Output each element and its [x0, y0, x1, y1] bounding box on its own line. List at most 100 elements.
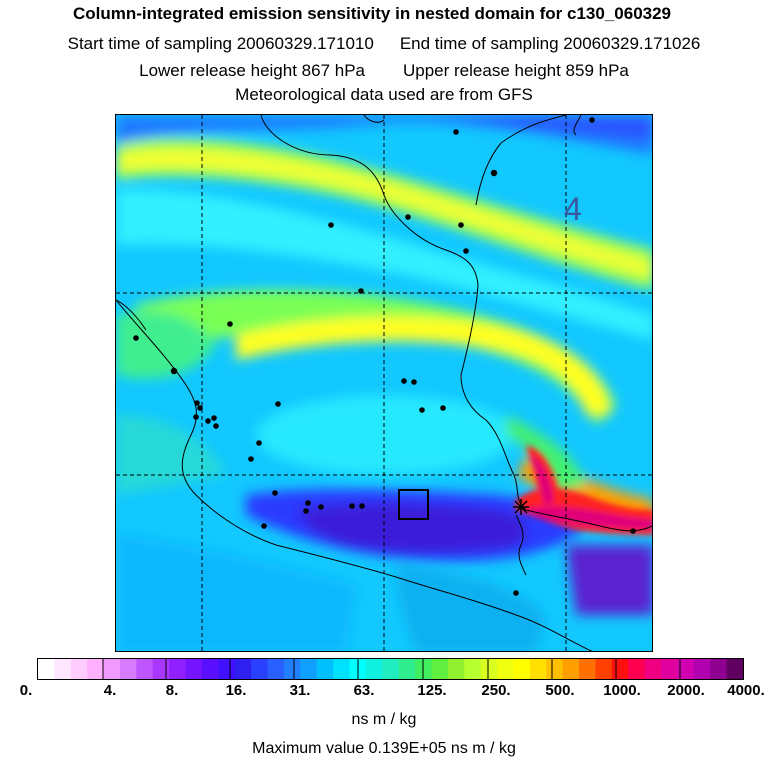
legend-swatch	[677, 659, 695, 679]
map-canvas: 4	[116, 115, 652, 651]
legend-swatch	[218, 659, 236, 679]
city-dot	[358, 288, 364, 294]
field-bands	[116, 115, 652, 651]
city-dot	[248, 456, 254, 462]
city-dot	[256, 440, 262, 446]
legend-swatch	[283, 659, 301, 679]
start-time-label: Start time of sampling 20060329.171010	[67, 34, 374, 53]
legend-swatch	[267, 659, 285, 679]
legend-colorbar	[37, 658, 744, 680]
met-data-label: Meteorological data used are from GFS	[235, 85, 533, 104]
source-marker	[513, 499, 529, 515]
legend-swatch	[103, 659, 121, 679]
legend-swatch	[628, 659, 646, 679]
city-dot	[211, 415, 217, 421]
city-dot	[205, 418, 211, 424]
maximum-value-label: Maximum value 0.139E+05 ns m / kg	[252, 740, 516, 757]
city-dot	[197, 405, 203, 411]
legend-colorbar-svg	[38, 659, 743, 679]
city-dot	[261, 523, 267, 529]
legend-tick-label: 1000.	[603, 682, 641, 699]
city-dot	[275, 401, 281, 407]
city-dot	[453, 129, 459, 135]
city-dot	[194, 400, 200, 406]
legend-swatch	[382, 659, 400, 679]
city-dot	[303, 508, 309, 514]
legend-swatch	[316, 659, 334, 679]
city-dot	[227, 321, 233, 327]
legend-swatch	[398, 659, 416, 679]
source-plume	[516, 445, 652, 535]
legend-swatch	[365, 659, 383, 679]
city-dot	[490, 169, 498, 177]
legend-tick-label: 4000.	[727, 682, 765, 699]
legend-swatch	[54, 659, 72, 679]
city-dot	[318, 504, 324, 510]
city-dot	[359, 503, 365, 509]
city-dot	[213, 423, 219, 429]
legend-swatch	[234, 659, 252, 679]
city-dot	[349, 503, 355, 509]
coastlines	[116, 115, 652, 651]
legend-swatch	[300, 659, 318, 679]
legend-tick-label: 31.	[289, 682, 311, 699]
legend-swatch	[513, 659, 531, 679]
legend-swatch	[644, 659, 662, 679]
legend-swatch	[480, 659, 498, 679]
legend-swatch	[726, 659, 743, 679]
legend-swatch	[579, 659, 597, 679]
sampling-times: Start time of sampling 20060329.171010 En…	[0, 34, 768, 54]
release-heights: Lower release height 867 hPa Upper releas…	[0, 61, 768, 81]
city-dot	[305, 500, 311, 506]
legend-swatch	[201, 659, 219, 679]
legend-tick-labels: 0. 4. 8. 16. 31. 63. 125. 250. 500. 1000. 2000. 400…	[0, 682, 768, 702]
legend-swatch	[415, 659, 433, 679]
legend-swatch	[710, 659, 728, 679]
legend-swatch	[529, 659, 547, 679]
legend-swatch	[431, 659, 449, 679]
legend-tick-label: 500.	[545, 682, 575, 699]
legend-swatch	[595, 659, 613, 679]
legend-swatch	[169, 659, 187, 679]
legend-swatch	[38, 659, 55, 679]
legend-tick-label: 125.	[417, 682, 447, 699]
legend-tick-label: 8.	[165, 682, 179, 699]
city-dot	[513, 590, 519, 596]
legend-swatch	[611, 659, 629, 679]
legend-swatch	[497, 659, 515, 679]
sensitivity-map: 4	[115, 114, 653, 652]
legend-swatch	[251, 659, 269, 679]
legend-unit: ns m / kg	[351, 711, 417, 728]
city-dot	[419, 407, 425, 413]
legend-swatch	[562, 659, 580, 679]
city-dot	[170, 367, 178, 375]
legend-swatch	[119, 659, 137, 679]
end-time-label: End time of sampling 20060329.171026	[399, 34, 701, 53]
city-markers	[133, 117, 636, 596]
legend-swatch	[447, 659, 465, 679]
color-legend: 0. 4. 8. 16. 31. 63. 125. 250. 500. 1000. 2000. 400…	[0, 655, 768, 768]
city-dot	[440, 405, 446, 411]
legend-swatch	[464, 659, 482, 679]
legend-swatch	[152, 659, 170, 679]
legend-swatch	[70, 659, 88, 679]
upper-release-label: Upper release height 859 hPa	[403, 61, 629, 80]
city-dot	[589, 117, 595, 123]
legend-swatch	[333, 659, 351, 679]
plot-title: Column-integrated emission sensitivity i…	[72, 4, 672, 23]
legend-tick-label: 16.	[225, 682, 247, 699]
city-dot	[405, 214, 411, 220]
grid-label: 4	[564, 191, 582, 227]
city-dot	[630, 528, 636, 534]
legend-tick-label: 63.	[353, 682, 375, 699]
lower-release-label: Lower release height 867 hPa	[139, 61, 365, 80]
lat-lon-grid	[116, 115, 652, 651]
legend-swatch	[136, 659, 154, 679]
legend-swatch	[661, 659, 679, 679]
city-dot	[328, 222, 334, 228]
city-dot	[193, 414, 199, 420]
legend-swatch	[693, 659, 711, 679]
legend-swatch	[185, 659, 203, 679]
legend-swatch	[87, 659, 105, 679]
city-dot	[411, 379, 417, 385]
